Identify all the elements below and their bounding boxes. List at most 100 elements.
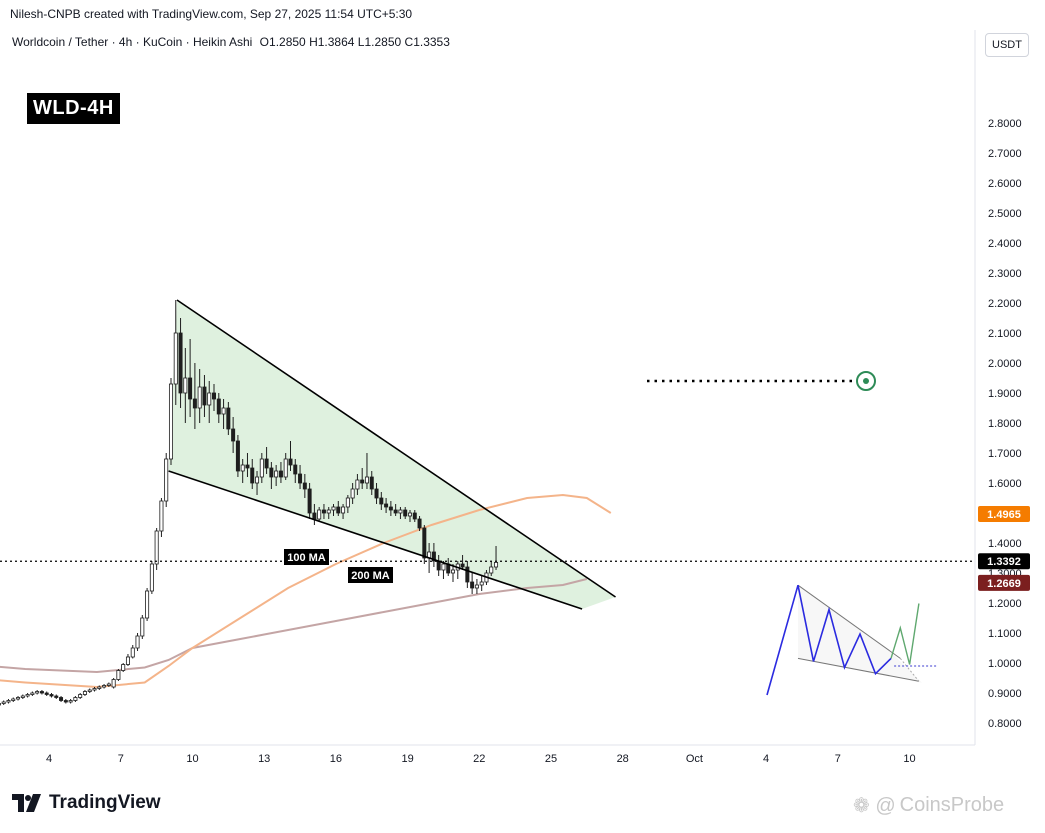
low-value: 1.2850 (364, 35, 402, 49)
candle-body (154, 530, 159, 565)
inset-projection (899, 658, 920, 682)
candle-body (173, 332, 178, 385)
candle (255, 471, 260, 495)
candle-body (130, 647, 135, 658)
candle-body (283, 458, 288, 478)
candle-body (168, 383, 173, 460)
symbol-description: Worldcoin / Tether · 4h · KuCoin · Heiki… (12, 35, 253, 49)
time-tick-label: 10 (903, 753, 915, 765)
candle (336, 501, 341, 516)
candle-body (121, 664, 126, 671)
candle (188, 339, 193, 417)
candle (384, 498, 389, 513)
price-label-1.2669: 1.2669 (978, 574, 1030, 591)
symbol-bar[interactable]: Worldcoin / Tether · 4h · KuCoin · Heiki… (12, 35, 450, 49)
wedge-upper-line (176, 299, 616, 598)
candle (494, 546, 499, 570)
watermark-text: CoinsProbe (899, 794, 1005, 816)
inset-upper-line (797, 584, 901, 659)
candle-body (183, 377, 188, 394)
overlays: 100 MA 200 MA (0, 371, 975, 583)
candle (159, 498, 164, 537)
candle-body (369, 476, 374, 490)
candle-body (1, 701, 6, 704)
moving-averages (0, 493, 612, 689)
high-label: H (309, 35, 318, 49)
candle-body (149, 563, 154, 592)
candle-body (68, 700, 73, 703)
candle (278, 462, 283, 483)
candle-body (25, 694, 30, 697)
candle-body (321, 509, 326, 514)
ma100-label-bg (284, 549, 329, 565)
brand-name: TradingView (49, 792, 161, 813)
currency-unit-button[interactable]: USDT (985, 33, 1029, 57)
price-axis[interactable]: 0.80000.90001.00001.10001.20001.30001.40… (974, 30, 1030, 745)
candle (59, 696, 64, 702)
candle-body (245, 464, 250, 469)
candle-body (269, 467, 274, 478)
candle (470, 573, 475, 594)
price-tick-label: 1.8000 (988, 418, 1022, 430)
candle (6, 699, 11, 704)
time-tick-label: 28 (617, 753, 629, 765)
candle-body (140, 617, 145, 637)
candle (16, 696, 21, 701)
candle (135, 633, 140, 651)
candle (102, 684, 107, 689)
candle-body (49, 694, 54, 697)
candle (455, 561, 460, 579)
candle (212, 384, 217, 411)
candle (451, 564, 456, 582)
candle-body (288, 458, 293, 466)
candle (388, 501, 393, 516)
candle (207, 381, 212, 423)
target-icon-dot (863, 378, 869, 384)
candle-body (135, 635, 140, 649)
price-label-text: 1.3392 (987, 556, 1021, 568)
price-chart[interactable]: 100 MA 200 MA 0.8000 0.9000 1.0000 1.1000 1.2… (0, 0, 1045, 785)
candle-body (474, 584, 479, 589)
candle-body (331, 506, 336, 511)
time-tick-label: 7 (118, 753, 124, 765)
candle (331, 504, 336, 516)
price-tick-label: 2.6000 (988, 178, 1022, 190)
candle-body (345, 497, 350, 508)
time-tick-label: 4 (763, 753, 769, 765)
candle (130, 645, 135, 659)
candle-body (240, 464, 245, 472)
candle-body (326, 509, 331, 514)
price-tick-label: 1.9000 (988, 388, 1022, 400)
candle (116, 669, 121, 681)
candle (178, 318, 183, 408)
candle (149, 561, 154, 594)
candle-body (470, 581, 475, 589)
candle-body (278, 470, 283, 478)
candle (154, 528, 159, 570)
candle-body (465, 566, 470, 583)
candle (92, 687, 97, 692)
candle-body (44, 692, 49, 695)
candle-body (403, 509, 408, 517)
open-label: O (259, 35, 270, 49)
candle (54, 694, 59, 699)
candle (235, 435, 240, 477)
time-tick-label: 10 (186, 753, 198, 765)
candle-body (312, 512, 317, 520)
time-axis[interactable]: Sep4710131619222528Oct4710 (0, 744, 975, 765)
candle-body (97, 686, 102, 689)
candle-body (302, 482, 307, 490)
candle-body (30, 692, 35, 695)
price-tick-label: 0.9000 (988, 688, 1022, 700)
candle (465, 561, 470, 588)
candle-body (78, 694, 83, 698)
candle (288, 441, 293, 471)
candle (216, 393, 221, 423)
pattern-inset (766, 584, 938, 696)
candle-body (87, 689, 92, 692)
candle (489, 561, 494, 576)
candle (245, 453, 250, 477)
candle-body (250, 467, 255, 484)
candle-body (159, 500, 164, 532)
candle (259, 453, 264, 483)
